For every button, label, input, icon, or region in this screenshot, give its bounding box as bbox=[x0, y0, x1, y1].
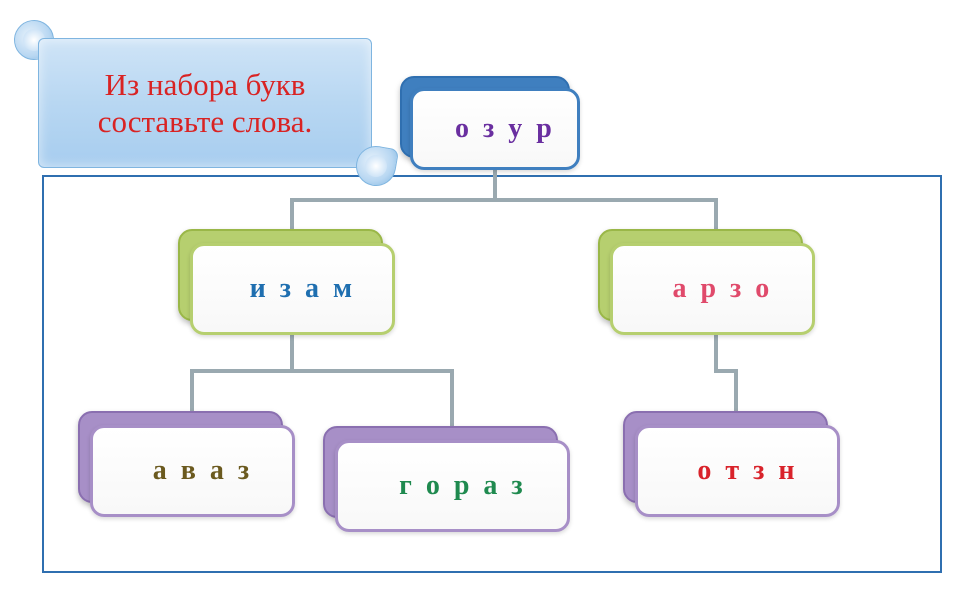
node-label: о т з н bbox=[635, 425, 840, 517]
connector-line bbox=[714, 198, 718, 231]
node-label: и з а м bbox=[190, 243, 395, 335]
connector-line bbox=[290, 335, 294, 371]
connector-line bbox=[714, 335, 718, 371]
connector-line bbox=[290, 198, 718, 202]
connector-line bbox=[734, 369, 738, 413]
title-scroll-banner: Из набора букв составьте слова. bbox=[10, 20, 390, 180]
node-label: а р з о bbox=[610, 243, 815, 335]
node-label: о з у р bbox=[410, 88, 580, 170]
connector-line bbox=[190, 369, 194, 413]
node-label: а в а з bbox=[90, 425, 295, 517]
connector-line bbox=[493, 170, 497, 200]
banner-text: Из набора букв составьте слова. bbox=[38, 38, 372, 168]
node-label: г о р а з bbox=[335, 440, 570, 532]
connector-line bbox=[450, 369, 454, 428]
connector-line bbox=[190, 369, 454, 373]
connector-line bbox=[290, 198, 294, 231]
